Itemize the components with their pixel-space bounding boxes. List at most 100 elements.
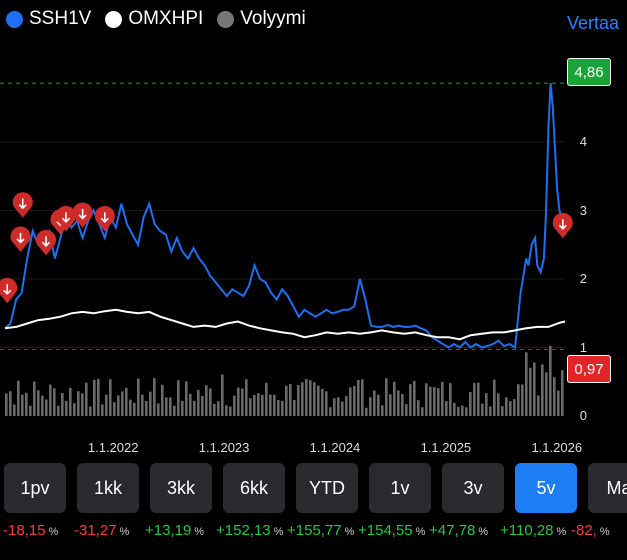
legend-item[interactable]: Volyymi	[217, 8, 306, 30]
volume-bar	[445, 401, 448, 416]
legend-label: SSH1V	[29, 8, 92, 29]
y-axis-tick-label: 4	[579, 134, 587, 149]
volume-bar	[65, 400, 68, 416]
volume-bar	[441, 381, 444, 416]
percent-sign: %	[273, 526, 284, 538]
volume-bar	[549, 345, 552, 416]
legend-item[interactable]: OMXHPI	[105, 8, 203, 30]
volume-bar	[213, 403, 216, 416]
volume-bar	[457, 406, 460, 416]
x-axis-tick-label: 1.1.2025	[420, 440, 472, 455]
change-value: -31,27	[74, 522, 117, 539]
volume-bar	[21, 394, 24, 416]
volume-bar	[513, 399, 516, 416]
volume-bar	[89, 406, 92, 416]
volume-bar	[293, 399, 296, 416]
volume-bar	[157, 403, 160, 416]
volume-bar	[17, 380, 20, 416]
volume-bar	[297, 385, 300, 416]
volume-bar	[329, 407, 332, 416]
volume-bar	[129, 399, 132, 416]
volume-bar	[337, 397, 340, 416]
volume-bar	[161, 384, 164, 416]
volume-bar	[73, 403, 76, 416]
range-change: -31,27%	[74, 522, 129, 539]
volume-bar	[397, 390, 400, 416]
volume-bar	[325, 391, 328, 416]
tab-1pv[interactable]: 1pv	[4, 463, 66, 513]
volume-bar	[521, 384, 524, 416]
tab-1kk[interactable]: 1kk	[77, 463, 139, 513]
volume-bar	[69, 387, 72, 416]
range-change: +110,28%	[500, 522, 566, 539]
volume-bar	[33, 381, 36, 416]
volume-bar	[229, 406, 232, 416]
tab-3v[interactable]: 3v	[442, 463, 504, 513]
tab-ma[interactable]: Ma	[588, 463, 627, 513]
range-change: +154,55%	[358, 522, 425, 539]
volume-bar	[401, 393, 404, 416]
volume-bar	[133, 402, 136, 416]
volume-bar	[465, 407, 468, 416]
volume-bar	[245, 379, 248, 416]
tab-5v[interactable]: 5v	[515, 463, 577, 513]
volume-bar	[313, 382, 316, 416]
volume-bar	[389, 394, 392, 416]
legend-label: Volyymi	[240, 8, 306, 29]
legend-dot-icon	[6, 10, 23, 28]
volume-bar	[97, 378, 100, 416]
volume-bar	[529, 367, 532, 416]
volume-bar	[321, 388, 324, 416]
volume-bar	[437, 388, 440, 416]
volume-bar	[501, 406, 504, 416]
volume-bar	[29, 405, 32, 416]
change-value: +110,28	[500, 522, 554, 539]
volume-bar	[429, 386, 432, 416]
volume-bar	[525, 352, 528, 416]
volume-bar	[205, 385, 208, 416]
tab-3kk[interactable]: 3kk	[150, 463, 212, 513]
dividend-marker-icon	[552, 212, 573, 239]
volume-bar	[405, 404, 408, 416]
volume-bar	[189, 393, 192, 416]
volume-bar	[509, 401, 512, 416]
volume-bar	[393, 381, 396, 416]
volume-bar	[373, 390, 376, 416]
volume-bar	[145, 401, 148, 416]
volume-bar	[421, 407, 424, 416]
change-value: +152,13	[216, 522, 271, 539]
volume-bar	[25, 392, 28, 416]
tab-ytd[interactable]: YTD	[296, 463, 358, 513]
volume-bar	[345, 396, 348, 416]
y-axis-tick-label: 0	[579, 408, 587, 423]
volume-bar	[485, 393, 488, 416]
tab-6kk[interactable]: 6kk	[223, 463, 285, 513]
tab-1v[interactable]: 1v	[369, 463, 431, 513]
dividend-marker-icon	[10, 226, 31, 252]
volume-bar	[413, 381, 416, 416]
volume-bar	[53, 388, 56, 416]
volume-bar	[533, 362, 536, 416]
volume-bar	[117, 395, 120, 416]
volume-bar	[289, 384, 292, 416]
range-change: -18,15%	[3, 522, 58, 539]
volume-bar	[317, 385, 320, 416]
percent-sign: %	[478, 526, 489, 538]
volume-bar	[557, 390, 560, 416]
volume-bar	[181, 400, 184, 416]
volume-bar	[121, 391, 124, 416]
legend-dot-icon	[217, 10, 235, 28]
volume-bar	[233, 395, 236, 416]
legend-dot-icon	[105, 10, 123, 28]
price-chart	[0, 82, 573, 416]
x-axis-tick-label: 1.1.2022	[87, 440, 139, 455]
volume-bar	[353, 385, 356, 416]
volume-bar	[257, 393, 260, 416]
compare-button[interactable]: Vertaa	[566, 13, 619, 33]
volume-bar	[125, 387, 128, 416]
volume-bar	[481, 403, 484, 416]
legend-item[interactable]: SSH1V	[6, 8, 91, 30]
range-tabs: 1pv 1kk 3kk 6kk YTD 1v 3v 5v Ma	[0, 463, 627, 515]
legend: SSH1V OMXHPI Volyymi	[6, 8, 306, 30]
volume-bar	[37, 390, 40, 416]
